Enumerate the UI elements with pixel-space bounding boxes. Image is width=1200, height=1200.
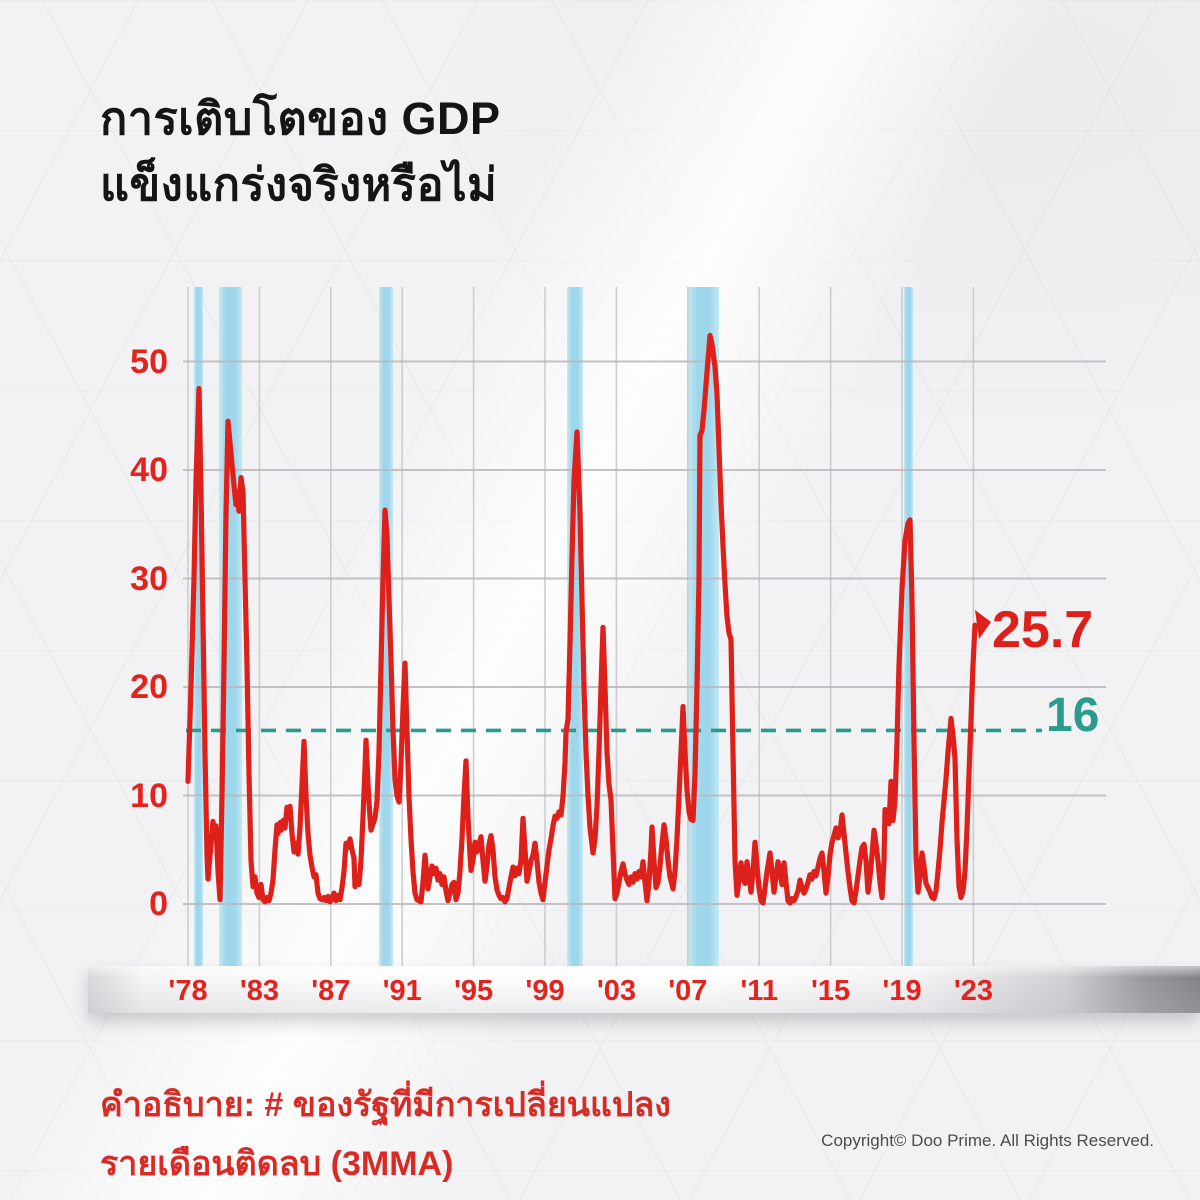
x-axis-label: '23 xyxy=(953,975,993,1007)
page-title: การเติบโตของ GDP แข็งแกร่งจริงหรือไม่ xyxy=(100,86,501,218)
footnote: คำอธิบาย: # ของรัฐที่มีการเปลี่ยนแปลง รา… xyxy=(100,1076,671,1194)
footnote-line-2: รายเดือนติดลบ (3MMA) xyxy=(100,1145,454,1183)
x-axis-label: '03 xyxy=(596,975,636,1007)
x-axis-label: '83 xyxy=(239,975,279,1007)
x-axis-label: '91 xyxy=(382,975,422,1007)
x-axis-bar xyxy=(88,966,1200,1013)
y-axis-label: 50 xyxy=(130,342,168,381)
y-axis-label: 20 xyxy=(130,668,168,706)
threshold-value-label: 16 xyxy=(1046,689,1100,742)
latest-value-arrow-icon xyxy=(975,610,991,639)
y-axis-label: 0 xyxy=(149,885,168,923)
x-axis-label: '19 xyxy=(882,975,922,1007)
y-axis-label: 40 xyxy=(130,451,168,489)
copyright-text: Copyright© Doo Prime. All Rights Reserve… xyxy=(821,1131,1154,1150)
series-line xyxy=(185,332,978,906)
title-line-1: การเติบโตของ GDP xyxy=(100,93,501,144)
title-line-2: แข็งแกร่งจริงหรือไม่ xyxy=(100,159,498,210)
recession-band xyxy=(904,287,913,966)
y-axis-label: 30 xyxy=(130,559,168,598)
x-axis-label: '95 xyxy=(454,975,494,1007)
x-axis-label: '87 xyxy=(311,975,351,1007)
x-axis-label: '07 xyxy=(668,975,708,1007)
x-axis-label: '99 xyxy=(525,975,565,1007)
latest-value-label: 25.7 xyxy=(992,601,1094,659)
x-axis-label: '78 xyxy=(168,975,208,1007)
footnote-line-1: คำอธิบาย: # ของรัฐที่มีการเปลี่ยนแปลง xyxy=(100,1086,671,1124)
y-axis-label: 10 xyxy=(130,776,168,815)
x-axis-label: '15 xyxy=(811,975,851,1007)
recession-band xyxy=(194,287,203,966)
x-axis-label: '11 xyxy=(740,975,778,1007)
